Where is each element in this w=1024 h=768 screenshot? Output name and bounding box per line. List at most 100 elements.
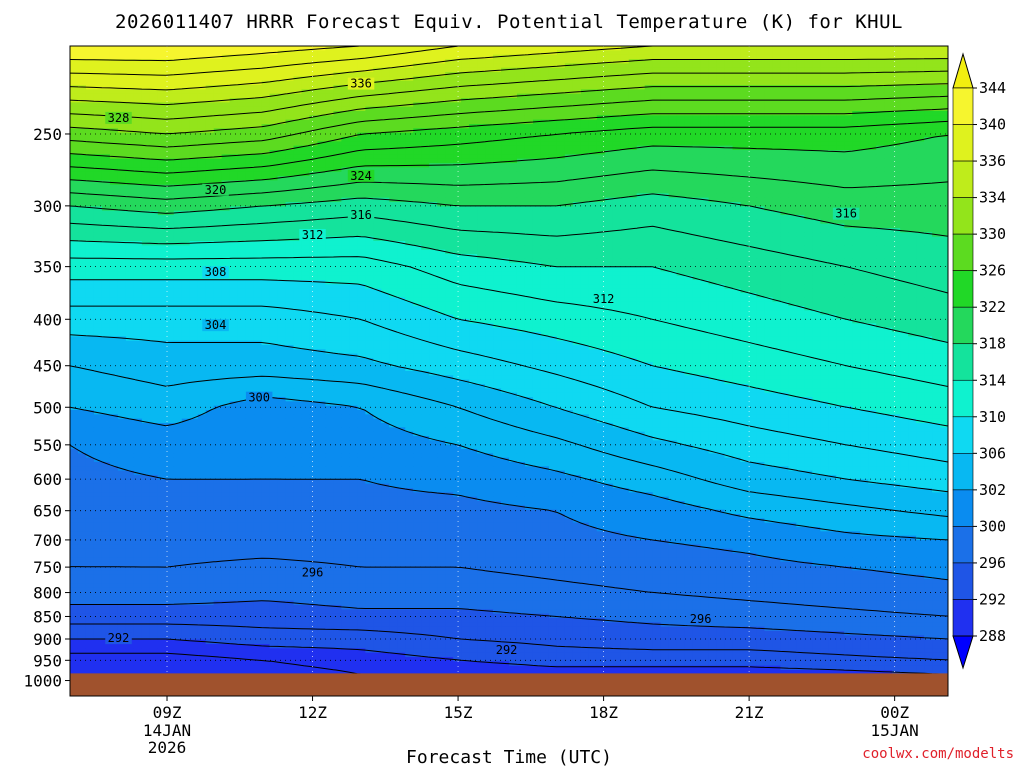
fill-cell <box>309 167 319 173</box>
fill-cell <box>852 180 861 186</box>
fill-cell <box>429 158 438 164</box>
fill-cell <box>716 76 726 82</box>
fill-cell <box>732 137 742 142</box>
fill-cell <box>301 67 311 73</box>
fill-cell <box>644 93 654 99</box>
fill-cell <box>413 150 422 155</box>
fill-cell <box>301 119 311 125</box>
fill-cell <box>708 80 718 86</box>
fill-cell <box>501 124 510 129</box>
fill-cell <box>389 189 398 194</box>
fill-cell <box>548 111 558 116</box>
fill-cell <box>253 193 263 199</box>
fill-cell <box>756 236 766 242</box>
fill-cell <box>77 236 87 242</box>
fill-cell <box>469 154 478 160</box>
fill-cell <box>469 102 478 108</box>
fill-cell <box>397 119 406 125</box>
fill-cell <box>469 63 478 69</box>
fill-cell <box>173 132 183 138</box>
fill-cell <box>125 46 135 51</box>
fill-cell <box>109 171 119 177</box>
fill-cell <box>516 132 526 138</box>
fill-cell <box>453 54 462 60</box>
fill-cell <box>628 46 638 51</box>
fill-cell <box>445 106 454 112</box>
fill-cell <box>588 46 598 51</box>
fill-cell <box>365 115 374 121</box>
fill-cell <box>636 176 646 181</box>
fill-cell <box>572 193 582 199</box>
fill-cell <box>868 67 877 73</box>
fill-cell <box>676 215 686 220</box>
fill-cell <box>780 124 789 129</box>
fill-cell <box>341 128 350 134</box>
fill-cell <box>197 163 207 168</box>
fill-cell <box>325 210 334 216</box>
fill-cell <box>540 111 550 116</box>
fill-cell <box>876 154 885 160</box>
fill-cell <box>916 111 925 116</box>
fill-cell <box>493 171 502 177</box>
fill-cell <box>892 98 901 103</box>
fill-cell <box>309 111 319 116</box>
fill-cell <box>716 236 726 242</box>
fill-cell <box>612 206 622 212</box>
fill-cell <box>940 85 948 90</box>
fill-cell <box>700 67 710 73</box>
fill-cell <box>285 197 295 203</box>
fill-cell <box>532 206 542 212</box>
fill-cell <box>700 189 710 194</box>
fill-cell <box>676 93 686 99</box>
fill-cell <box>516 193 526 199</box>
fill-cell <box>612 189 622 194</box>
fill-cell <box>117 76 127 82</box>
fill-cell <box>261 163 271 168</box>
fill-cell <box>93 67 103 73</box>
fill-cell <box>445 46 454 51</box>
fill-cell <box>165 232 175 238</box>
fill-cell <box>668 232 678 238</box>
fill-cell <box>924 171 933 177</box>
fill-cell <box>437 124 446 129</box>
fill-cell <box>357 154 366 160</box>
fill-cell <box>509 54 518 60</box>
fill-cell <box>165 167 175 173</box>
fill-cell <box>516 202 526 207</box>
fill-cell <box>692 119 702 125</box>
fill-cell <box>540 137 550 142</box>
fill-cell <box>548 85 558 90</box>
fill-cell <box>149 176 159 181</box>
fill-cell <box>548 67 558 73</box>
fill-cell <box>429 124 438 129</box>
fill-cell <box>612 223 622 229</box>
fill-cell <box>429 137 438 142</box>
fill-cell <box>692 202 702 207</box>
fill-cell <box>556 46 566 51</box>
fill-cell <box>884 106 893 112</box>
fill-cell <box>373 124 382 129</box>
fill-cell <box>125 102 135 108</box>
fill-cell <box>580 63 590 69</box>
fill-cell <box>237 154 247 160</box>
fill-cell <box>596 98 606 103</box>
fill-cell <box>524 85 534 90</box>
fill-cell <box>812 163 821 168</box>
fill-cell <box>732 150 742 155</box>
fill-cell <box>269 184 279 190</box>
fill-cell <box>604 132 614 138</box>
fill-cell <box>493 50 502 56</box>
fill-cell <box>572 98 582 103</box>
fill-cell <box>133 202 143 207</box>
fill-cell <box>501 171 510 177</box>
fill-cell <box>804 197 813 203</box>
fill-cell <box>820 171 829 177</box>
fill-cell <box>173 223 183 229</box>
fill-cell <box>70 46 79 51</box>
fill-cell <box>908 98 917 103</box>
fill-cell <box>724 210 734 216</box>
fill-cell <box>668 67 678 73</box>
fill-cell <box>277 50 287 56</box>
fill-cell <box>85 59 95 64</box>
fill-cell <box>836 219 845 225</box>
